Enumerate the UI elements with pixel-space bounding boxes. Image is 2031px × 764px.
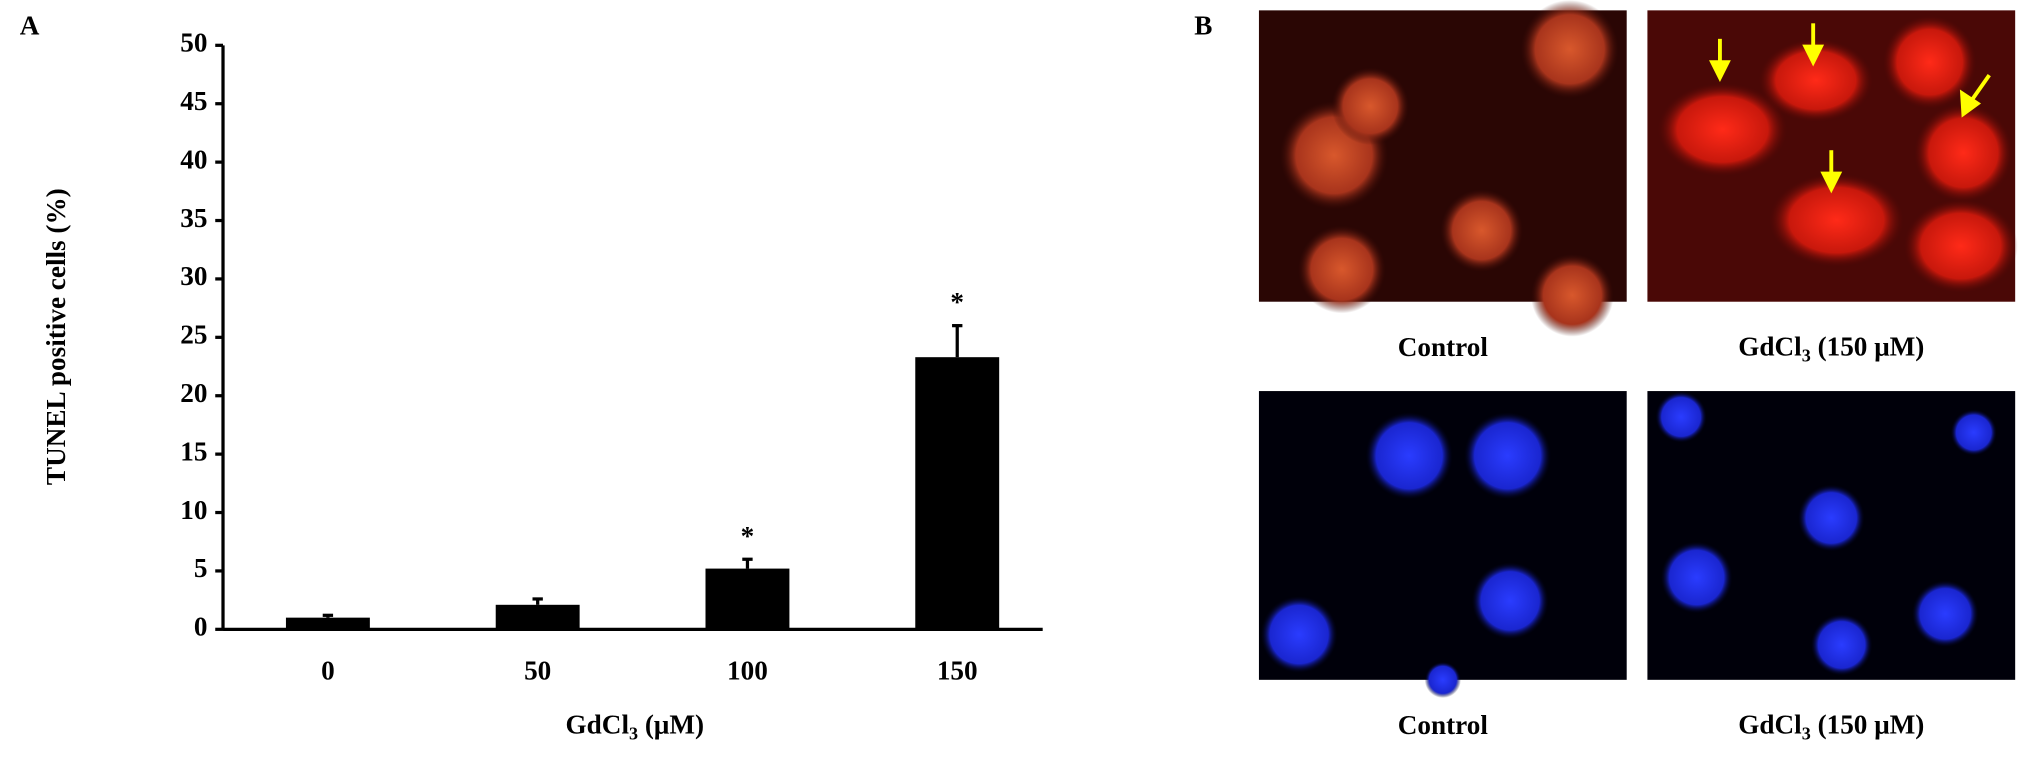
micrograph bbox=[1647, 10, 2018, 302]
caption-rest: (150 μM) bbox=[1811, 332, 1925, 362]
y-tick-label: 10 bbox=[180, 495, 207, 525]
caption-main: GdCl bbox=[1738, 332, 1802, 362]
bar bbox=[495, 604, 580, 630]
caption: GdCl3 (150 μM) bbox=[1738, 710, 1924, 744]
significance-marker: * bbox=[741, 521, 755, 551]
caption-sub: 3 bbox=[1802, 724, 1811, 744]
caption: Control bbox=[1398, 710, 1489, 740]
bar bbox=[285, 617, 370, 630]
x-title-main: GdCl bbox=[566, 710, 630, 740]
caption-rest: (150 μM) bbox=[1811, 710, 1925, 740]
panel-label: B bbox=[1194, 11, 1212, 41]
y-tick-label: 45 bbox=[180, 86, 207, 116]
micrograph bbox=[1258, 0, 1627, 337]
x-title-sub: 3 bbox=[629, 724, 638, 744]
x-tick-label: 50 bbox=[524, 656, 551, 686]
y-tick-label: 5 bbox=[194, 553, 208, 583]
caption-main: GdCl bbox=[1738, 710, 1802, 740]
x-tick-label: 150 bbox=[937, 656, 978, 686]
caption: GdCl3 (150 μM) bbox=[1738, 332, 1924, 366]
significance-marker: * bbox=[950, 287, 964, 317]
caption-sub: 3 bbox=[1802, 346, 1811, 366]
y-tick-label: 40 bbox=[180, 144, 207, 174]
y-tick-label: 30 bbox=[180, 261, 207, 291]
y-tick-label: 35 bbox=[180, 203, 207, 233]
bar bbox=[915, 357, 1000, 630]
y-tick-label: 15 bbox=[180, 436, 207, 466]
caption: Control bbox=[1398, 332, 1489, 362]
bar bbox=[705, 568, 790, 630]
x-axis-title: GdCl3 (μM) bbox=[566, 710, 705, 744]
y-tick-label: 0 bbox=[194, 612, 208, 642]
x-tick-label: 0 bbox=[321, 656, 335, 686]
y-tick-label: 25 bbox=[180, 320, 207, 350]
x-title-rest: (μM) bbox=[638, 710, 704, 740]
y-tick-label: 50 bbox=[180, 28, 207, 58]
y-axis-title: TUNEL positive cells (%) bbox=[41, 188, 71, 485]
error-bar bbox=[742, 557, 753, 569]
error-bar bbox=[322, 613, 334, 618]
micrograph bbox=[1258, 391, 1627, 698]
x-tick-label: 100 bbox=[727, 656, 768, 686]
error-bar bbox=[532, 597, 543, 605]
y-tick-label: 20 bbox=[180, 378, 207, 408]
error-bar bbox=[952, 324, 963, 358]
panel-label: A bbox=[20, 11, 40, 41]
micrograph bbox=[1647, 391, 2016, 680]
